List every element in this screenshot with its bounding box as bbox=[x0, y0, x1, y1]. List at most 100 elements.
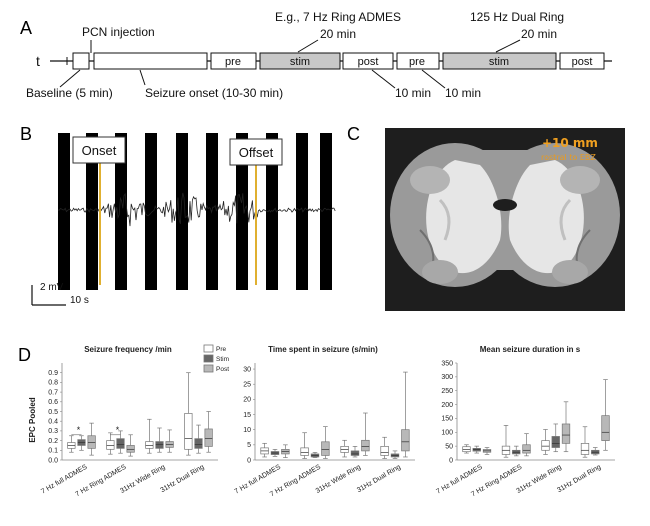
gap1-label: 10 min bbox=[395, 86, 431, 100]
x-category-label: 31Hz Dual Ring bbox=[160, 464, 206, 495]
y-tick-label: 0.1 bbox=[48, 448, 58, 455]
box-post bbox=[561, 423, 571, 444]
y-tick-label: 350 bbox=[441, 360, 453, 367]
stim-bar bbox=[266, 133, 278, 290]
y-tick-label: 0.8 bbox=[48, 380, 58, 387]
photo-position-label: +10 mm bbox=[542, 136, 598, 150]
box-pre bbox=[541, 440, 550, 451]
y-tick-label: 0.9 bbox=[48, 370, 58, 377]
box-post bbox=[522, 444, 531, 454]
stim-bar bbox=[86, 133, 98, 290]
box-pre bbox=[145, 441, 154, 449]
scale-voltage-label: 2 mV bbox=[40, 282, 64, 293]
box-pre bbox=[300, 447, 309, 456]
y-tick-label: 20 bbox=[243, 397, 251, 404]
y-tick-label: 0.7 bbox=[48, 389, 58, 396]
y-tick-label: 0.6 bbox=[48, 399, 58, 406]
y-tick-label: 25 bbox=[243, 382, 251, 389]
y-axis-label: EPC Pooled bbox=[28, 397, 37, 442]
stim-box-2-label: stim bbox=[489, 56, 509, 68]
stim-bar bbox=[296, 133, 308, 290]
stim-box-2 bbox=[442, 52, 557, 70]
dual-ring-pointer bbox=[495, 39, 521, 53]
legend-pre-label: Pre bbox=[216, 346, 227, 353]
panel-d-letter: D bbox=[18, 345, 31, 365]
x-category-label: 31Hz Dual Ring bbox=[556, 464, 602, 495]
pre-box-1-label: pre bbox=[225, 56, 241, 68]
y-tick-label: 5 bbox=[247, 442, 251, 449]
gap2-pointer bbox=[421, 69, 446, 89]
significance-marker: * bbox=[116, 425, 120, 435]
legend-stim-label: Stim bbox=[216, 356, 229, 363]
significance-marker: * bbox=[77, 425, 81, 435]
stim-bar bbox=[176, 133, 188, 290]
box-stim bbox=[551, 436, 560, 448]
scale-time-label: 10 s bbox=[70, 295, 89, 306]
x-category-label: 31Hz Wide Ring bbox=[315, 464, 362, 495]
stim-bar bbox=[115, 133, 127, 290]
offset-box bbox=[229, 138, 283, 166]
y-tick-label: 0.5 bbox=[48, 409, 58, 416]
box-pre bbox=[106, 440, 115, 450]
seizure-onset-box bbox=[93, 52, 208, 70]
chart-2-title: Time spent in seizure (s/min) bbox=[268, 345, 378, 354]
y-tick-label: 0.3 bbox=[48, 428, 58, 435]
time-axis-label: t bbox=[36, 53, 40, 69]
box-post bbox=[361, 439, 370, 452]
box-post bbox=[204, 428, 213, 447]
panel-b-letter: B bbox=[20, 124, 32, 144]
y-tick-label: 300 bbox=[441, 374, 453, 381]
baseline-pointer bbox=[59, 69, 81, 88]
seizure-onset-pointer bbox=[139, 69, 146, 86]
y-tick-label: 0.2 bbox=[48, 438, 58, 445]
y-tick-label: 30 bbox=[243, 366, 251, 373]
example-duration-label: 20 min bbox=[320, 27, 356, 41]
panel-a-letter: A bbox=[20, 18, 32, 38]
baseline-box bbox=[72, 52, 90, 70]
brain-section-image bbox=[390, 143, 620, 287]
y-tick-label: 10 bbox=[243, 427, 251, 434]
box-pre bbox=[380, 446, 389, 456]
box-post bbox=[321, 441, 330, 456]
post-box-2 bbox=[559, 52, 605, 70]
photo-reference-label: rostral to EBZ bbox=[541, 153, 596, 162]
onset-box bbox=[72, 136, 126, 164]
box-stim bbox=[194, 438, 203, 449]
stim-bar bbox=[145, 133, 157, 290]
dual-ring-label: 125 Hz Dual Ring bbox=[470, 10, 564, 24]
example-protocol-label: E.g., 7 Hz Ring ADMES bbox=[275, 10, 401, 24]
stim-box-1 bbox=[259, 52, 341, 70]
box-stim bbox=[155, 441, 164, 449]
panel-d: D EPC Pooled Pre Stim Post Seizure frequ… bbox=[18, 344, 615, 498]
y-tick-label: 15 bbox=[243, 412, 251, 419]
y-tick-label: 0.0 bbox=[48, 457, 58, 464]
gap2-label: 10 min bbox=[445, 86, 481, 100]
stim-bar bbox=[58, 133, 70, 290]
y-tick-label: 100 bbox=[441, 430, 453, 437]
legend-pre-swatch bbox=[203, 344, 214, 353]
legend-stim-swatch bbox=[203, 354, 214, 363]
box-stim bbox=[116, 438, 125, 449]
chart-3-title: Mean seizure duration in s bbox=[480, 345, 581, 354]
box-pre bbox=[580, 443, 590, 455]
example-pointer bbox=[297, 39, 319, 53]
box-post bbox=[601, 415, 610, 441]
box-stim bbox=[350, 450, 360, 456]
stim-bar bbox=[236, 133, 248, 290]
dual-ring-duration-label: 20 min bbox=[521, 27, 557, 41]
panel-c: C +10 mm rostral to EBZ bbox=[347, 124, 625, 311]
legend-post-label: Post bbox=[216, 366, 229, 373]
panel-c-letter: C bbox=[347, 124, 360, 144]
panel-a: A t pre stim post pre stim post PCN inje… bbox=[20, 10, 612, 100]
baseline-label: Baseline (5 min) bbox=[26, 86, 113, 100]
pre-box-2-label: pre bbox=[409, 56, 425, 68]
x-category-label: 31Hz Wide Ring bbox=[515, 464, 562, 495]
gap1-pointer bbox=[371, 69, 396, 89]
box-post bbox=[87, 435, 96, 449]
y-tick-label: 250 bbox=[441, 388, 453, 395]
box-post bbox=[126, 445, 135, 453]
stim-box-1-label: stim bbox=[290, 56, 310, 68]
post-box-2-label: post bbox=[572, 56, 593, 68]
